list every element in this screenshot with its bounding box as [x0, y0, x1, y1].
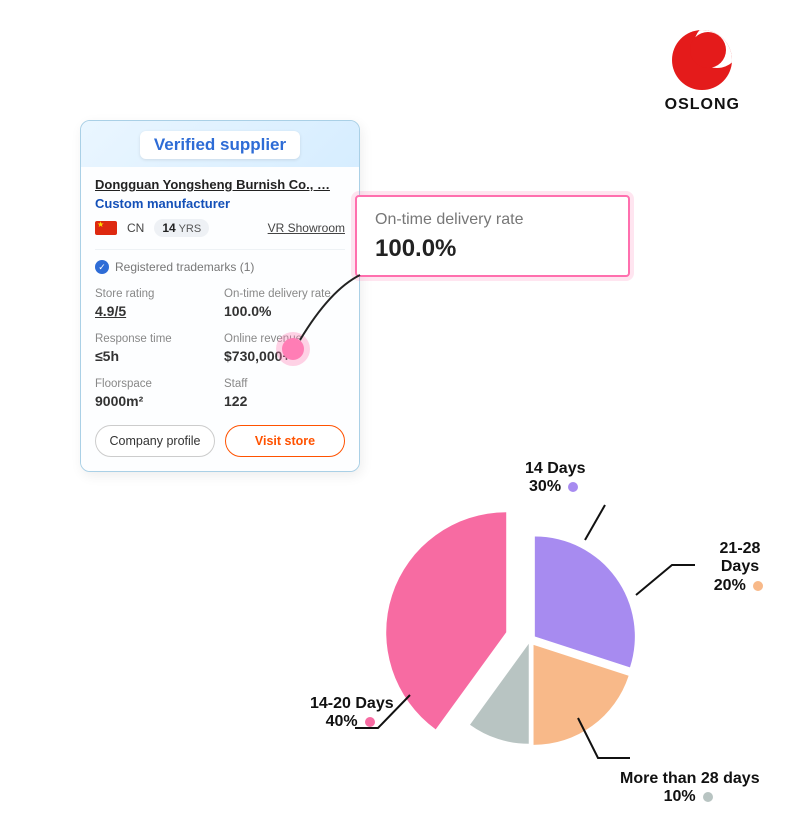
company-name[interactable]: Dongguan Yongsheng Burnish Co., …	[95, 177, 345, 192]
pie-label: More than 28 days10%	[620, 770, 760, 807]
stat-ontime: On-time delivery rate 100.0%	[224, 288, 345, 319]
pie-leader-line	[636, 565, 695, 595]
verified-badge: Verified supplier	[140, 131, 300, 159]
ontime-callout: On-time delivery rate 100.0%	[355, 195, 630, 277]
visit-store-button[interactable]: Visit store	[225, 425, 345, 457]
pie-label: 14 Days30%	[525, 460, 586, 497]
logo-mark	[672, 30, 732, 90]
stats-grid: Store rating 4.9/5 On-time delivery rate…	[95, 288, 345, 409]
stat-response: Response time ≤5h	[95, 333, 216, 364]
pie-slice	[535, 536, 635, 667]
supplier-type: Custom manufacturer	[95, 196, 345, 211]
verified-check-icon: V	[154, 135, 164, 154]
trademark-text: Registered trademarks (1)	[115, 260, 254, 274]
trademark-row: ✓ Registered trademarks (1)	[95, 249, 345, 274]
country-code: CN	[127, 221, 144, 235]
delivery-pie-chart: 14 Days30% 21-28 Days20% More than 28 da…	[300, 470, 780, 790]
stat-ontime-value: 100.0%	[224, 303, 345, 319]
supplier-card: Verified supplier Dongguan Yongsheng Bur…	[80, 120, 360, 472]
callout-highlight-dot	[282, 338, 304, 360]
stat-floor: Floorspace 9000m²	[95, 378, 216, 409]
stat-rating-value[interactable]: 4.9/5	[95, 303, 216, 319]
pie-svg	[300, 470, 780, 810]
stat-staff: Staff 122	[224, 378, 345, 409]
vr-showroom-link[interactable]: VR Showroom	[268, 221, 345, 235]
callout-label: On-time delivery rate	[375, 211, 610, 229]
card-header: Verified supplier	[81, 121, 359, 167]
pie-slice	[386, 512, 506, 729]
flag-icon	[95, 221, 117, 235]
verified-check-icon: ✓	[95, 260, 109, 274]
company-profile-button[interactable]: Company profile	[95, 425, 215, 457]
brand-logo: OSLONG	[665, 30, 740, 114]
stat-rating: Store rating 4.9/5	[95, 288, 216, 319]
logo-text: OSLONG	[665, 96, 740, 114]
years-badge: 14 YRS	[154, 219, 209, 237]
pie-leader-line	[585, 505, 605, 540]
pie-label: 14-20 Days40%	[310, 695, 394, 732]
pie-label: 21-28 Days20%	[700, 540, 780, 595]
supplier-meta-row: CN 14 YRS VR Showroom	[95, 219, 345, 237]
callout-value: 100.0%	[375, 235, 610, 263]
